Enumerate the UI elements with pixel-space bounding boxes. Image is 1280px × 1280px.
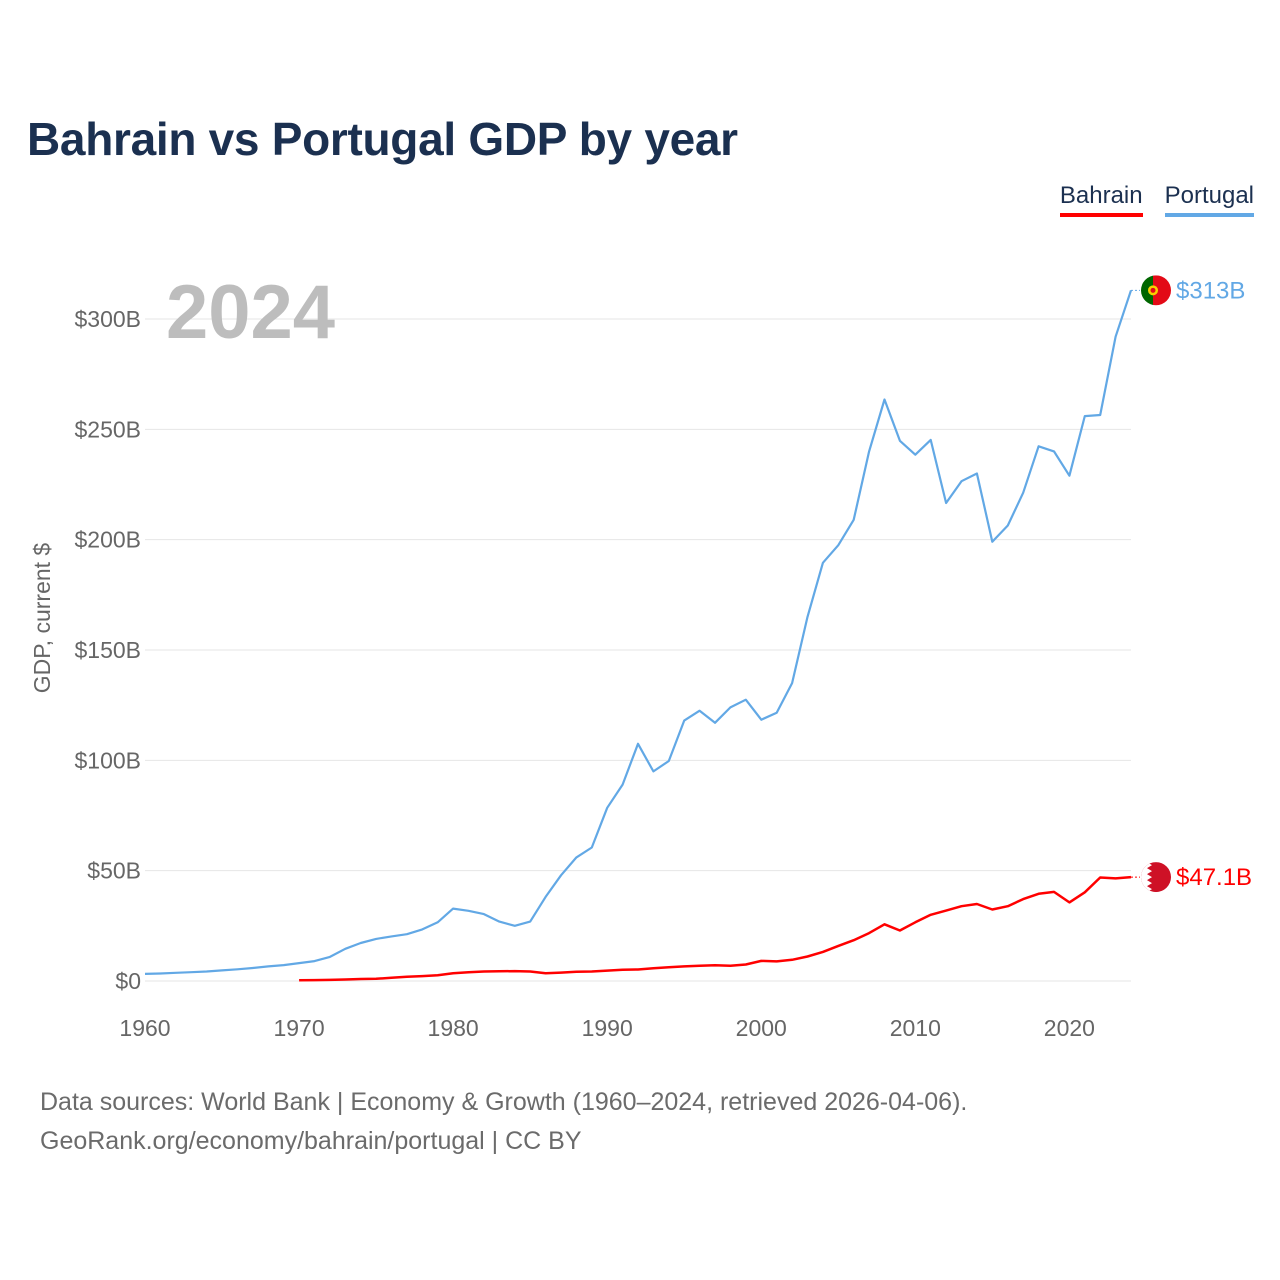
x-tick-label: 2000 (736, 1015, 787, 1041)
footer-sources: Data sources: World Bank | Economy & Gro… (40, 1088, 968, 1116)
x-tick-label: 2010 (890, 1015, 941, 1041)
end-value-label-bahrain: $47.1B (1176, 864, 1252, 891)
legend-item-portugal[interactable]: Portugal (1164, 182, 1254, 217)
x-tick-label: 1970 (273, 1015, 324, 1041)
x-tick-label: 1980 (428, 1015, 479, 1041)
year-label: 2024 (166, 270, 335, 355)
y-tick-label: $50B (87, 858, 141, 884)
y-tick-label: $250B (74, 416, 141, 442)
bahrain-flag-icon (1141, 862, 1171, 893)
y-axis-label: GDP, current $ (29, 543, 55, 694)
y-tick-label: $300B (74, 306, 141, 332)
series-line-portugal (144, 289, 1133, 975)
x-tick-label: 1960 (119, 1015, 170, 1041)
y-tick-label: $200B (74, 527, 141, 553)
legend: Bahrain Portugal (1059, 182, 1254, 217)
legend-item-bahrain[interactable]: Bahrain (1059, 182, 1143, 217)
series-line-bahrain (299, 875, 1132, 982)
portugal-flag-icon (1141, 275, 1171, 306)
page-title: Bahrain vs Portugal GDP by year (27, 113, 738, 165)
footer: Data sources: World Bank | Economy & Gro… (40, 1083, 967, 1161)
x-tick-label: 2020 (1044, 1015, 1095, 1041)
y-tick-label: $0 (115, 968, 141, 994)
x-tick-label: 1990 (582, 1015, 633, 1041)
y-tick-label: $150B (74, 637, 141, 663)
footer-attribution[interactable]: GeoRank.org/economy/bahrain/portugal | C… (40, 1127, 582, 1155)
end-value-label-portugal: $313B (1176, 277, 1245, 304)
y-tick-label: $100B (74, 747, 141, 773)
